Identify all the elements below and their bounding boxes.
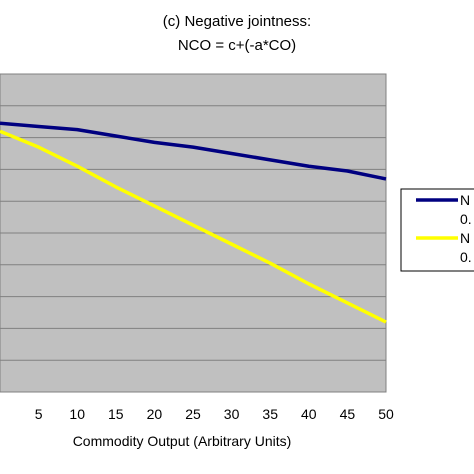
gridlines — [0, 105, 386, 361]
legend-box — [400, 188, 474, 272]
chart-title-line1: (c) Negative jointness: — [163, 13, 311, 30]
x-tick-label: 40 — [301, 406, 317, 422]
x-tick-label: 20 — [147, 406, 163, 422]
legend-label-series-1-line2: 0. — [460, 211, 472, 227]
legend-label-series-2: N — [460, 230, 470, 246]
chart-title-line2: NCO = c+(-a*CO) — [178, 37, 296, 54]
x-axis-title: Commodity Output (Arbitrary Units) — [73, 433, 292, 449]
series-line-1 — [0, 121, 387, 181]
x-tick-label: 35 — [262, 406, 278, 422]
legend: N 0. N 0. — [400, 188, 474, 272]
series-lines — [0, 121, 387, 324]
series-line-2 — [0, 129, 387, 324]
x-tick-label: 25 — [185, 406, 201, 422]
x-tick-label: 5 — [35, 406, 43, 422]
legend-label-series-1: N — [460, 192, 470, 208]
x-tick-label: 10 — [69, 406, 85, 422]
x-tick-label: 15 — [108, 406, 124, 422]
legend-label-series-2-line2: 0. — [460, 249, 472, 265]
x-axis-ticks: 5 10 15 20 25 30 35 40 45 50 — [35, 406, 394, 422]
x-tick-label: 50 — [378, 406, 394, 422]
x-tick-label: 30 — [224, 406, 240, 422]
x-tick-label: 45 — [340, 406, 356, 422]
